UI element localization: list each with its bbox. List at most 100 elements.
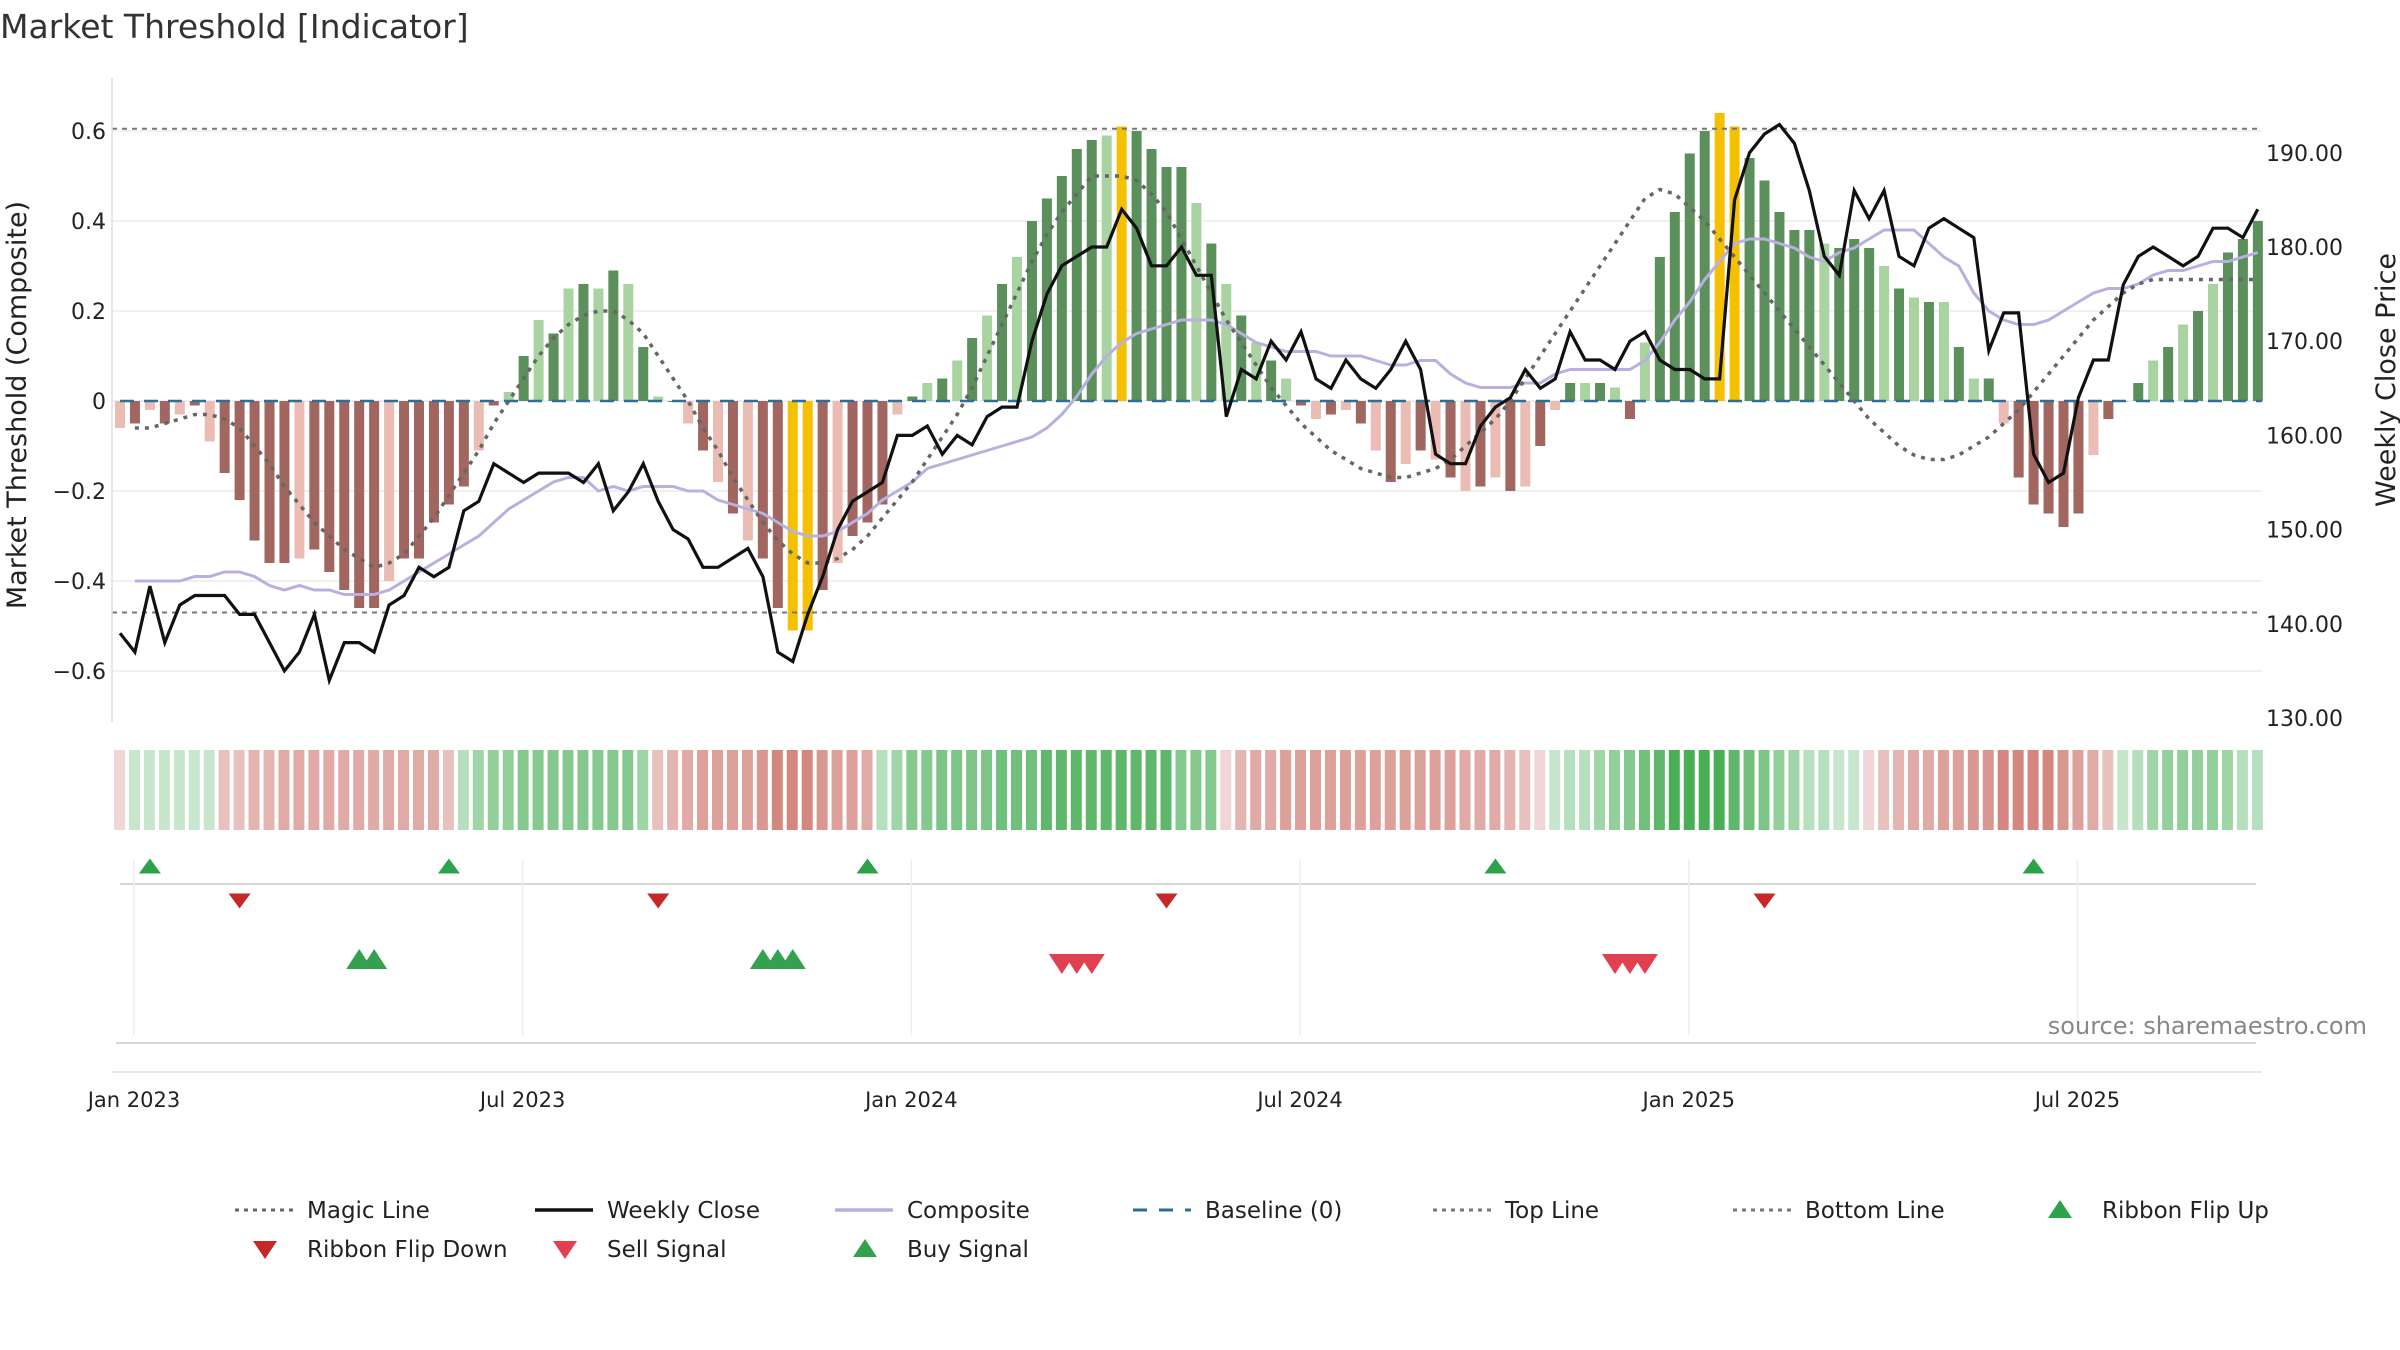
ribbon-cell <box>741 750 753 830</box>
magic-line <box>134 174 2258 570</box>
composite-bar <box>2222 252 2233 401</box>
ribbon-cell <box>966 750 978 830</box>
ribbon-cell <box>218 750 230 830</box>
ribbon-flip-up-marker <box>138 858 161 874</box>
left-y-axis-label: Market Threshold (Composite) <box>2 201 33 609</box>
ribbon-cell <box>502 750 514 830</box>
composite-bar <box>2237 239 2248 401</box>
ribbon-cell <box>1863 750 1875 830</box>
composite-bar <box>847 401 858 536</box>
legend-label: Baseline (0) <box>1205 1198 1342 1224</box>
composite-bar <box>1221 284 1232 401</box>
sell-signal-marker <box>1078 954 1105 974</box>
composite-bar <box>2103 401 2114 419</box>
ribbon-cell <box>1833 750 1845 830</box>
legend-swatch <box>553 1241 577 1259</box>
composite-bar <box>2252 221 2263 401</box>
right-y-tick-label: 130.00 <box>2266 707 2343 732</box>
ribbon-cell <box>1967 750 1979 830</box>
legend-label: Top Line <box>1504 1198 1599 1224</box>
ribbon-cell <box>323 750 335 830</box>
ribbon-cell <box>233 750 245 830</box>
signal-markers <box>112 858 2262 1073</box>
ribbon-cell <box>771 750 783 830</box>
ribbon-cell <box>1280 750 1292 830</box>
x-tick-label: Jul 2023 <box>478 1088 565 1112</box>
composite-bar <box>1834 248 1845 401</box>
ribbon-cell <box>712 750 723 830</box>
ribbon-cell <box>398 750 410 830</box>
ribbon-cell <box>2117 750 2129 830</box>
composite-bar <box>1699 131 1710 401</box>
composite-bar <box>1041 198 1052 401</box>
ribbon-cell <box>1609 750 1620 830</box>
ribbon-cell <box>1982 750 1994 830</box>
ribbon-cell <box>532 750 544 830</box>
composite-bar <box>1370 401 1381 451</box>
composite-bar <box>1639 342 1650 401</box>
composite-bar <box>1490 401 1501 478</box>
ribbon-cell <box>1623 750 1635 830</box>
composite-bar <box>548 333 559 401</box>
composite-bar <box>683 401 694 424</box>
ribbon-cell <box>1579 750 1591 830</box>
ribbon-cell <box>248 750 260 830</box>
left-y-tick-label: 0.6 <box>71 120 106 145</box>
composite-bar <box>2208 284 2218 401</box>
ribbon-cell <box>1788 750 1800 830</box>
ribbon-cell <box>427 750 439 830</box>
composite-bar <box>1879 266 1890 401</box>
right-y-tick-label: 170.00 <box>2266 330 2343 355</box>
legend: Magic Line Weekly Close Composite Baseline … <box>235 1198 2269 1263</box>
composite-bar <box>533 320 544 401</box>
composite-bar <box>1909 297 1919 401</box>
ribbon-flip-down-marker <box>647 893 670 909</box>
composite-bar <box>264 401 275 563</box>
ribbon-cell <box>1489 750 1501 830</box>
ribbon-cell <box>1668 750 1680 830</box>
ribbon-cell <box>697 750 709 830</box>
composite-bar <box>428 401 439 523</box>
composite-bar <box>1535 401 1546 446</box>
composite-bar <box>1684 153 1695 401</box>
ribbon-cell <box>816 750 828 830</box>
ribbon-cell <box>682 750 694 830</box>
ribbon-cell <box>2102 750 2114 830</box>
composite-bar <box>1475 401 1486 487</box>
composite-bar <box>1415 401 1426 451</box>
composite-bar <box>952 360 963 401</box>
legend-label: Magic Line <box>307 1198 430 1224</box>
composite-bar <box>2088 401 2099 455</box>
ribbon-cell <box>1878 750 1890 830</box>
ribbon-cell <box>293 750 305 830</box>
composite-bar <box>1595 383 1606 401</box>
ribbon-cell <box>1339 750 1351 830</box>
ribbon-cell <box>1594 750 1606 830</box>
legend-label: Ribbon Flip Up <box>2102 1198 2269 1224</box>
ribbon-flip-down-marker <box>1753 893 1776 909</box>
ribbon-cell <box>906 750 918 830</box>
composite-bar <box>2178 324 2189 401</box>
ribbon-cell <box>2057 750 2069 830</box>
composite-bar <box>2043 401 2054 514</box>
composite-bar <box>1116 126 1127 401</box>
composite-bar <box>1983 378 1994 401</box>
composite-bar <box>294 401 305 559</box>
left-y-tick-label: −0.6 <box>53 660 106 685</box>
ribbon-cell <box>562 750 574 830</box>
ribbon-cell <box>1011 750 1022 830</box>
composite-bar <box>189 401 200 406</box>
composite-bar <box>608 270 619 401</box>
composite-bar <box>1580 383 1591 401</box>
ribbon-cell <box>2132 750 2144 830</box>
composite-bar <box>578 284 589 401</box>
composite-bar <box>1206 243 1217 401</box>
right-y-axis-label: Weekly Close Price <box>2371 253 2400 507</box>
ribbon-cell <box>1504 750 1516 830</box>
ribbon-cell <box>1175 750 1187 830</box>
ribbon-cell <box>786 750 798 830</box>
ribbon-cell <box>114 750 125 830</box>
composite-bar <box>1086 140 1097 401</box>
composite-bar <box>1714 113 1725 401</box>
ribbon-cell <box>951 750 963 830</box>
